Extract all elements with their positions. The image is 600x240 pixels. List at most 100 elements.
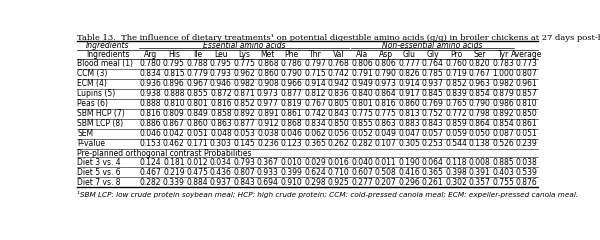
- Text: 0.826: 0.826: [398, 69, 420, 78]
- Text: 0.963: 0.963: [469, 79, 491, 88]
- Text: Arg: Arg: [143, 50, 157, 59]
- Text: 0.810: 0.810: [516, 99, 538, 108]
- Text: 0.815: 0.815: [163, 69, 185, 78]
- Text: Diet 5 vs. 6: Diet 5 vs. 6: [77, 168, 121, 177]
- Text: 0.046: 0.046: [139, 129, 161, 138]
- Text: Lys: Lys: [238, 50, 250, 59]
- Text: 0.775: 0.775: [374, 109, 397, 118]
- Text: 0.298: 0.298: [304, 178, 326, 187]
- Text: 0.868: 0.868: [257, 59, 279, 68]
- Text: 0.773: 0.773: [516, 59, 538, 68]
- Text: 0.767: 0.767: [469, 69, 491, 78]
- Text: 0.982: 0.982: [233, 79, 255, 88]
- Text: 0.049: 0.049: [374, 129, 397, 138]
- Text: 0.914: 0.914: [304, 79, 326, 88]
- Text: 0.946: 0.946: [210, 79, 232, 88]
- Text: 0.961: 0.961: [516, 79, 538, 88]
- Text: Tyr: Tyr: [497, 50, 509, 59]
- Text: 0.042: 0.042: [163, 129, 185, 138]
- Text: 0.048: 0.048: [210, 129, 232, 138]
- Text: 0.391: 0.391: [469, 168, 491, 177]
- Text: 0.852: 0.852: [445, 79, 467, 88]
- Text: Thr: Thr: [308, 50, 322, 59]
- Text: 0.797: 0.797: [304, 59, 326, 68]
- Text: Ingredients: Ingredients: [86, 50, 130, 59]
- Text: 0.872: 0.872: [210, 89, 232, 98]
- Text: Val: Val: [332, 50, 344, 59]
- Text: 0.719: 0.719: [445, 69, 467, 78]
- Text: 0.398: 0.398: [445, 168, 467, 177]
- Text: 0.977: 0.977: [257, 99, 279, 108]
- Text: 0.868: 0.868: [281, 119, 302, 128]
- Text: 0.885: 0.885: [493, 158, 514, 167]
- Text: 0.790: 0.790: [469, 99, 491, 108]
- Text: 0.966: 0.966: [281, 79, 302, 88]
- Text: 0.365: 0.365: [422, 168, 443, 177]
- Text: 0.855: 0.855: [351, 119, 373, 128]
- Text: 0.805: 0.805: [328, 99, 349, 108]
- Text: 0.050: 0.050: [469, 129, 491, 138]
- Text: 0.908: 0.908: [257, 79, 279, 88]
- Text: Pro: Pro: [450, 50, 462, 59]
- Text: 0.876: 0.876: [516, 178, 538, 187]
- Text: 0.038: 0.038: [516, 158, 538, 167]
- Text: 0.871: 0.871: [233, 89, 255, 98]
- Text: 0.765: 0.765: [445, 99, 467, 108]
- Text: 0.526: 0.526: [492, 139, 514, 148]
- Text: 0.153: 0.153: [139, 139, 161, 148]
- Text: 0.786: 0.786: [281, 59, 302, 68]
- Text: 0.914: 0.914: [398, 79, 420, 88]
- Text: 0.795: 0.795: [163, 59, 185, 68]
- Text: 0.219: 0.219: [163, 168, 185, 177]
- Text: 0.772: 0.772: [445, 109, 467, 118]
- Text: Diet 3 vs. 4: Diet 3 vs. 4: [77, 158, 121, 167]
- Text: 0.855: 0.855: [187, 89, 208, 98]
- Text: 0.912: 0.912: [257, 119, 279, 128]
- Text: 0.769: 0.769: [422, 99, 443, 108]
- Text: 0.040: 0.040: [351, 158, 373, 167]
- Text: 0.339: 0.339: [163, 178, 185, 187]
- Text: 0.793: 0.793: [210, 69, 232, 78]
- Text: 0.138: 0.138: [469, 139, 490, 148]
- Text: SBM LCP (8): SBM LCP (8): [77, 119, 124, 128]
- Text: 0.809: 0.809: [163, 109, 185, 118]
- Text: 0.816: 0.816: [210, 99, 232, 108]
- Text: 0.813: 0.813: [398, 109, 420, 118]
- Text: 0.891: 0.891: [257, 109, 279, 118]
- Text: 0.087: 0.087: [492, 129, 514, 138]
- Text: 0.820: 0.820: [469, 59, 490, 68]
- Text: 0.888: 0.888: [163, 89, 185, 98]
- Text: Ile: Ile: [193, 50, 202, 59]
- Text: 0.059: 0.059: [445, 129, 467, 138]
- Text: 0.854: 0.854: [492, 119, 514, 128]
- Text: 0.302: 0.302: [445, 178, 467, 187]
- Text: 0.715: 0.715: [304, 69, 326, 78]
- Text: 0.016: 0.016: [328, 158, 349, 167]
- Text: 0.816: 0.816: [139, 109, 161, 118]
- Text: 0.812: 0.812: [304, 89, 326, 98]
- Text: 0.859: 0.859: [445, 119, 467, 128]
- Text: 0.840: 0.840: [351, 89, 373, 98]
- Text: 0.779: 0.779: [187, 69, 208, 78]
- Text: Non-essential amino acids: Non-essential amino acids: [382, 41, 483, 50]
- Text: 0.788: 0.788: [187, 59, 208, 68]
- Text: 0.047: 0.047: [398, 129, 420, 138]
- Text: 0.806: 0.806: [374, 59, 397, 68]
- Text: 0.937: 0.937: [422, 79, 443, 88]
- Text: 0.544: 0.544: [445, 139, 467, 148]
- Text: 0.011: 0.011: [375, 158, 397, 167]
- Text: Leu: Leu: [214, 50, 227, 59]
- Text: Peas (6): Peas (6): [77, 99, 109, 108]
- Text: 0.896: 0.896: [163, 79, 185, 88]
- Text: 0.764: 0.764: [422, 59, 443, 68]
- Text: 1.000: 1.000: [492, 69, 514, 78]
- Text: 0.742: 0.742: [328, 69, 349, 78]
- Text: 0.806: 0.806: [351, 59, 373, 68]
- Text: 0.863: 0.863: [210, 119, 232, 128]
- Text: 0.793: 0.793: [233, 158, 256, 167]
- Text: 0.785: 0.785: [422, 69, 443, 78]
- Text: 0.801: 0.801: [351, 99, 373, 108]
- Text: 0.462: 0.462: [163, 139, 185, 148]
- Text: 0.877: 0.877: [281, 89, 302, 98]
- Text: Table 13.  The influence of dietary treatments¹ on potential digestible amino ac: Table 13. The influence of dietary treat…: [77, 34, 600, 42]
